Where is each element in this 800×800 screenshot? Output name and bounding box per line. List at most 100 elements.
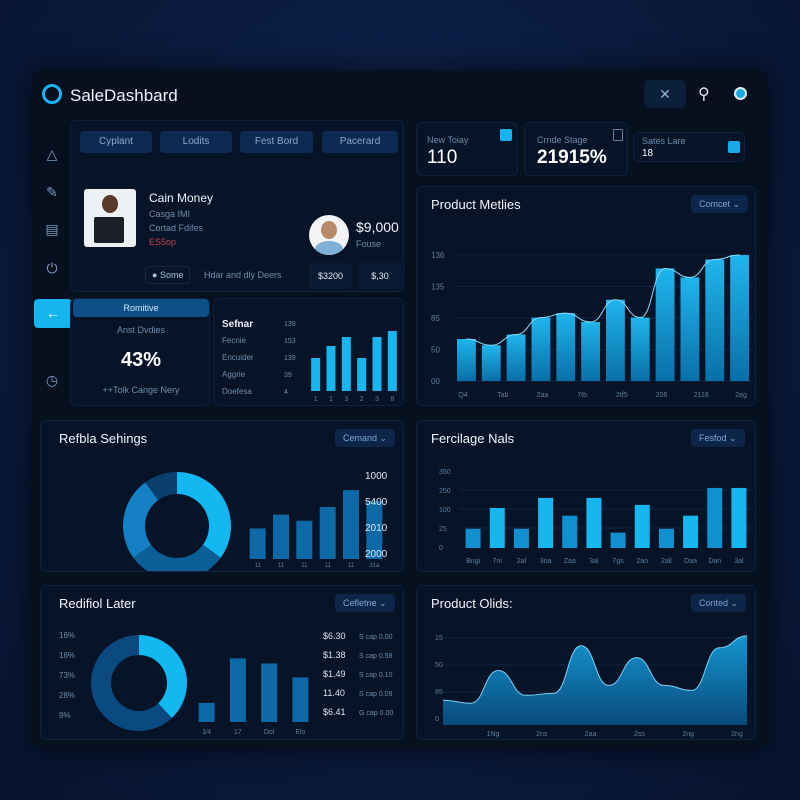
document-icon [613,129,623,141]
x-tick-label: 2ag [735,392,747,399]
refund-x-label: 11 [301,563,308,569]
refund-dropdown[interactable]: Cemand ⌄ [335,429,396,447]
active-card: Romitive Anst Dvdies 43% ++Tolk Cange Ne… [70,298,210,406]
y-tick-label: 85 [435,689,443,696]
list-item-label: Sefnar [222,319,254,330]
refund-bar [366,500,383,559]
stat-box-1: $3200 [309,263,352,289]
refund-axis-label: 2010 [365,523,388,534]
x-tick-label: Zaa [564,558,576,565]
metrics-dropdown[interactable]: Comcet ⌄ [691,195,749,213]
tab-cyplant[interactable]: Cyplant [80,131,152,153]
stats-dropdown[interactable]: Conted ⌄ [691,594,747,612]
list-card: Sefnar 139 Fecnie 153 Encuider 139 Aggrie 39 Doe… [213,298,404,406]
clock-icon[interactable]: ◷ [45,372,59,388]
card-title: Refbla Sehings [59,431,148,446]
x-tick-label: 2ng [682,731,694,738]
profile-tag: ES5op [149,237,177,247]
redition-x-label: Dol [264,729,275,736]
row-sub: S cap 0.09 [359,691,393,698]
forecast-bar [465,528,481,548]
badge-icon [500,129,512,141]
list-item-value: 139 [284,355,296,362]
y-tick-label: 250 [439,488,451,495]
metric-bar [457,339,476,381]
list-bar-chart: 1 1 3 2 3 8 [311,331,397,403]
x-tick-label: 3al [734,558,744,565]
refund-donut-slice [123,482,159,558]
tab-pacerard[interactable]: Pacerard [322,131,398,153]
list-x-label: 2 [360,396,364,403]
active-sub: ++Tolk Cange Nery [102,385,180,395]
active-label: Anst Dvdies [116,325,166,335]
x-tick-label: 2ns [536,731,548,738]
grid-icon [728,141,740,153]
power-icon[interactable]: ⏻ [46,260,58,276]
y-tick-label: 136 [431,251,445,260]
refund-axis-label: 1000 [365,471,388,482]
y-tick-label: 50 [435,662,443,669]
metric-bar [506,334,526,381]
percent-label: 9% [59,711,71,720]
dashboard-window: SaleDashbard ✕ ⚲ △ ✎ ▤ ⏻ ← ◷ Cyplant Lod… [32,70,768,750]
tab-fest-bord[interactable]: Fest Bord [240,131,313,153]
alert-triangle-icon[interactable]: △ [46,146,58,162]
y-tick-label: 135 [431,283,445,292]
list-bar [357,358,367,391]
stat-card-new-today: New Toiay 110 [416,122,518,176]
list-bar [311,358,321,391]
refund-x-label: 11 [348,563,355,569]
percent-label: 73% [59,671,75,680]
network-icon[interactable]: ✕ [644,80,686,108]
edit-icon[interactable]: ✎ [46,184,58,200]
redition-dropdown[interactable]: Cefletne ⌄ [335,594,395,612]
x-tick-label: 2116 [694,392,709,399]
metric-bar [581,322,600,381]
some-chip[interactable]: ● Some [145,266,191,284]
app-title: SaleDashbard [70,86,178,105]
tab-lodits[interactable]: Lodits [160,131,232,153]
redition-bar [261,663,278,722]
row-value: $1.38 [323,650,346,660]
profile-card: Cyplant Lodits Fest Bord Pacerard Cain M… [70,120,404,292]
forecast-bar [731,487,747,548]
forecast-bar [538,497,554,548]
refund-x-label: 11 [278,563,285,569]
row-value: $6.41 [323,707,346,717]
list-bar [326,346,336,391]
row-value: $6.30 [323,631,346,641]
redition-card: Redifiol Later Cefletne ⌄ 16% 16% 73% 28% 9%… [40,585,404,740]
y-tick-label: 00 [431,377,440,386]
globe-icon[interactable] [734,87,747,100]
list-item-value: 4 [284,389,288,396]
list-item-label: Encuider [222,353,254,362]
list-item-value: 153 [284,338,296,345]
refund-card: Refbla Sehings Cemand ⌄ 11 11 11 11 11 31a 100… [40,420,404,572]
forecast-bar [513,528,529,548]
redition-x-label: 17 [234,729,242,736]
area-line [442,635,748,704]
x-tick-label: Tab [497,392,508,399]
forecast-card: Fercilage Nals Fesfod ⌄ 0 25 100 250 350 Bngi… [416,420,756,572]
folder-icon[interactable]: ▤ [45,221,59,237]
refund-bar [273,514,289,559]
refund-x-label: 11 [255,563,262,569]
x-tick-label: Dan [708,558,721,565]
stat-card-sates-lare: Sates Lare 18 [633,132,745,162]
metric-bar [556,313,576,381]
refund-donut-slice [133,544,221,571]
card-title: Product Olids: [431,596,513,611]
y-tick-label: 25 [439,526,447,533]
stat-label: Sates Lare [642,136,686,146]
amount-value: $9,000 [356,219,399,235]
metric-bar [680,277,700,381]
arrow-left-icon[interactable]: ← [34,299,72,328]
redition-x-label: 1⁄4 [202,729,211,736]
metric-bar [531,317,551,381]
x-tick-label: 2ng [731,731,743,738]
list-item-label: Fecnie [222,336,247,345]
stat-value: 18 [642,148,654,159]
forecast-dropdown[interactable]: Fesfod ⌄ [691,429,745,447]
search-icon[interactable]: ⚲ [698,86,710,103]
redition-bar [292,677,309,722]
